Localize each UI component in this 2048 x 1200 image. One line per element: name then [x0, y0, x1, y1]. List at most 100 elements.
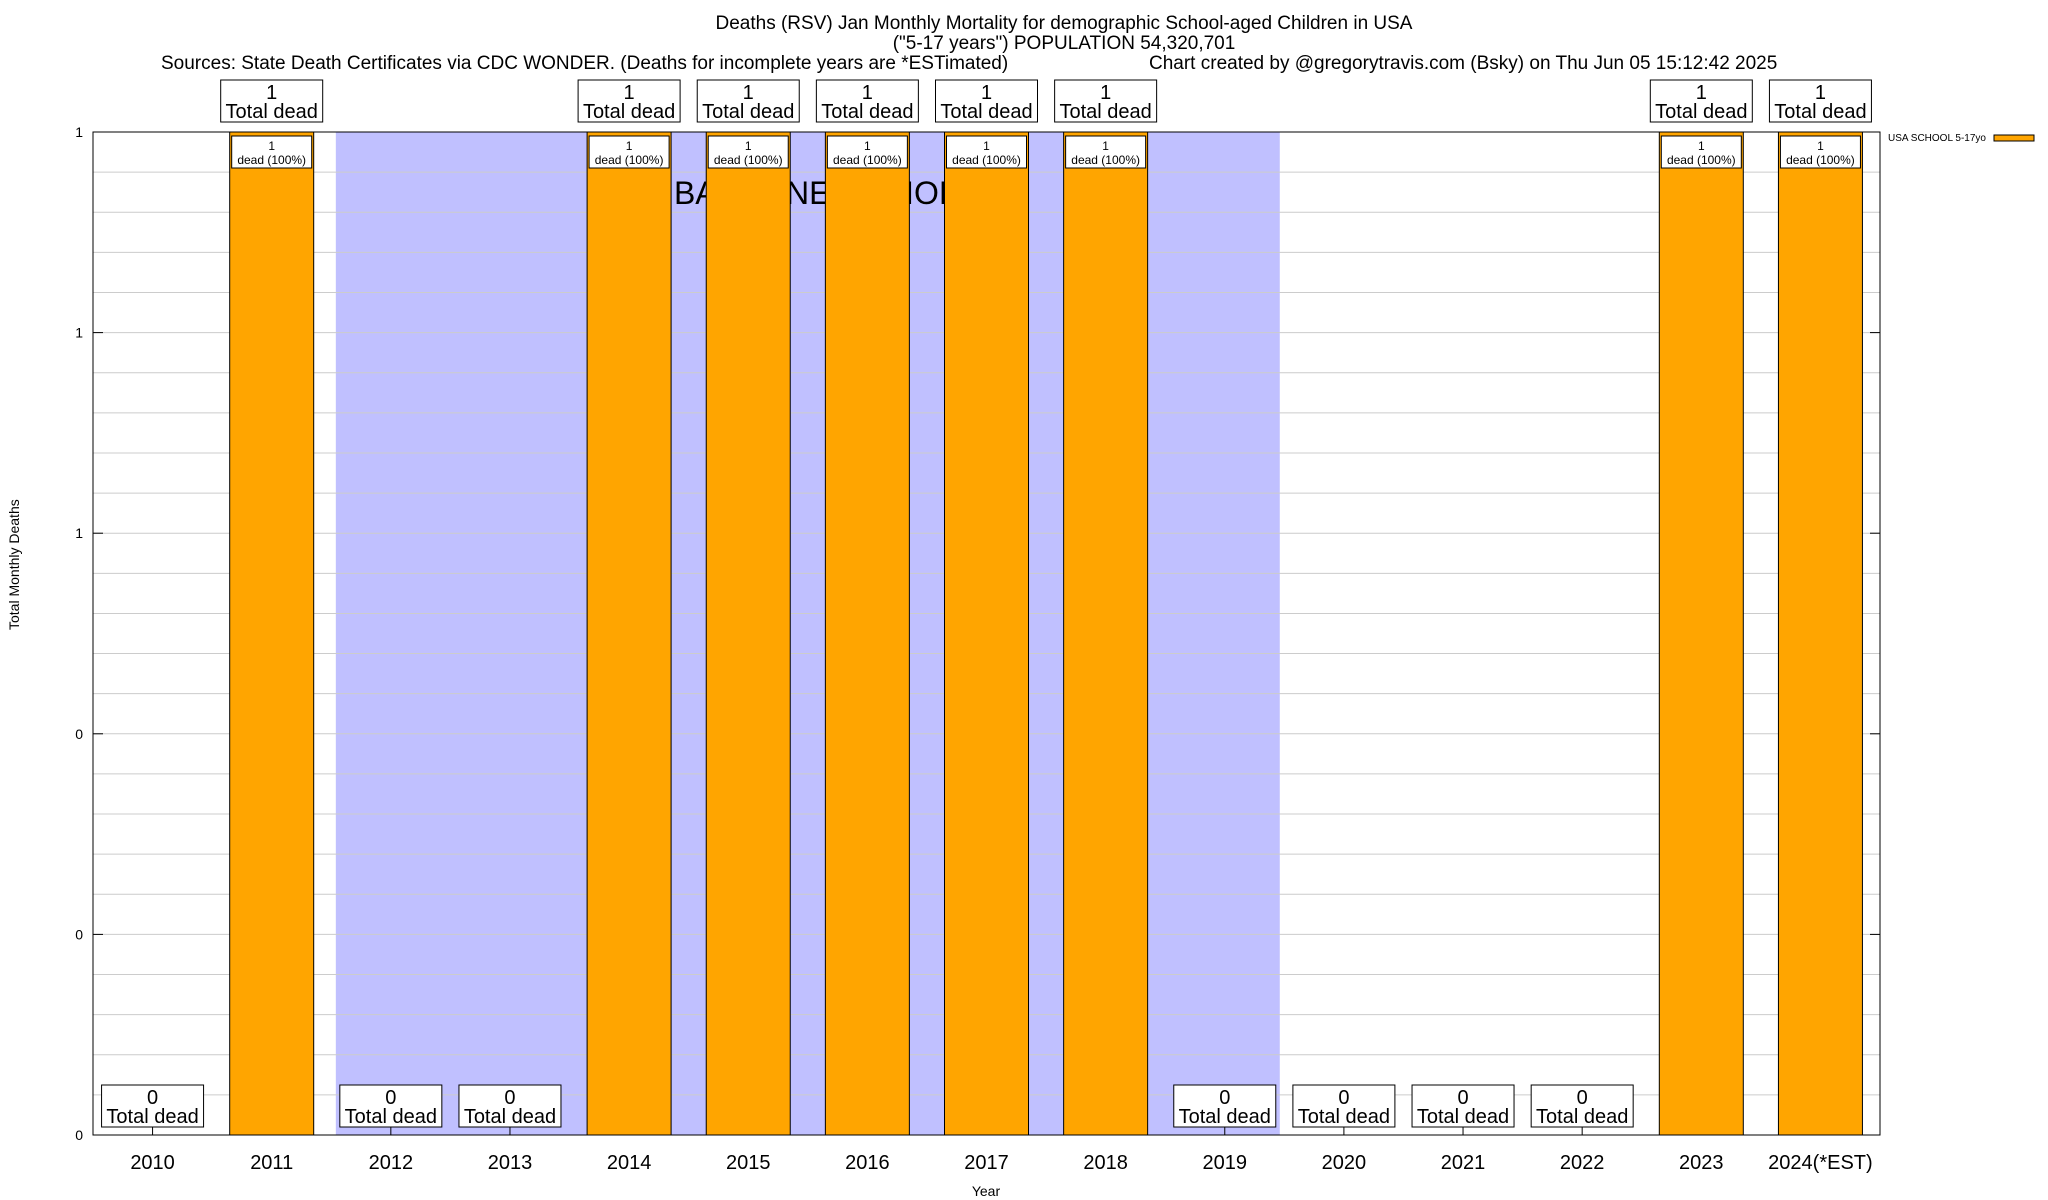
- total-label-value: 0: [1219, 1087, 1230, 1109]
- total-label-box: [696, 79, 800, 123]
- chart-credit: Chart created by @gregorytravis.com (Bsk…: [1149, 53, 1778, 74]
- share-label-count: 1: [626, 139, 633, 153]
- total-label-text: Total dead: [1179, 1106, 1271, 1128]
- x-tick-label: 2017: [964, 1152, 1009, 1174]
- x-tick-label: 2023: [1679, 1152, 1724, 1174]
- total-label-box: [1173, 1084, 1277, 1128]
- total-label-text: Total dead: [583, 101, 675, 123]
- total-label-text: Total dead: [940, 101, 1032, 123]
- total-label-value: 1: [1815, 82, 1826, 104]
- share-label-text: dead (100%): [833, 153, 902, 167]
- total-label-value: 1: [743, 82, 754, 104]
- total-label-box: [458, 1084, 562, 1128]
- x-tick-label: 2024(*EST): [1768, 1152, 1873, 1174]
- total-label-box: [1054, 79, 1158, 123]
- total-label-box: [1292, 1084, 1396, 1128]
- total-label-box: [339, 1084, 443, 1128]
- x-axis-label: Year: [972, 1183, 1001, 1199]
- y-tick-label: 1: [75, 124, 83, 140]
- bar: [586, 131, 672, 1136]
- share-label-text: dead (100%): [1667, 153, 1736, 167]
- share-label-box: [1660, 135, 1742, 169]
- x-tick-label: 2010: [130, 1152, 175, 1174]
- y-tick-label: 1: [75, 325, 83, 341]
- plot-border: [92, 131, 1881, 1136]
- share-label-text: dead (100%): [595, 153, 664, 167]
- total-label-text: Total dead: [1655, 101, 1747, 123]
- share-label-count: 1: [268, 139, 275, 153]
- share-label-box: [1065, 135, 1147, 169]
- total-label-value: 1: [624, 82, 635, 104]
- y-tick-label: 0: [75, 726, 83, 742]
- total-label-text: Total dead: [345, 1106, 437, 1128]
- share-label-count: 1: [864, 139, 871, 153]
- total-label-text: Total dead: [464, 1106, 556, 1128]
- y-tick-label: 0: [75, 926, 83, 942]
- bar: [229, 131, 315, 1136]
- share-label-count: 1: [745, 139, 752, 153]
- share-label-box: [826, 135, 908, 169]
- total-label-box: [815, 79, 919, 123]
- share-label-box: [946, 135, 1027, 169]
- total-label-box: [1530, 1084, 1634, 1128]
- total-label-box: [220, 79, 324, 123]
- share-label-box: [1779, 135, 1861, 169]
- bar: [705, 131, 791, 1136]
- bar: [824, 131, 910, 1136]
- total-label-value: 0: [504, 1087, 515, 1109]
- legend-swatch: [1993, 134, 2035, 142]
- total-label-value: 1: [981, 82, 992, 104]
- total-label-box: [1411, 1084, 1515, 1128]
- total-label-text: Total dead: [1774, 101, 1866, 123]
- total-label-box: [101, 1084, 205, 1128]
- share-label-count: 1: [1817, 139, 1824, 153]
- total-label-value: 0: [1457, 1087, 1468, 1109]
- bar: [1658, 131, 1744, 1136]
- share-label-text: dead (100%): [1786, 153, 1855, 167]
- total-label-box: [1649, 79, 1753, 123]
- total-label-text: Total dead: [821, 101, 913, 123]
- bar: [1777, 131, 1863, 1136]
- total-label-value: 0: [1577, 1087, 1588, 1109]
- bar: [1063, 131, 1149, 1136]
- total-label-box: [935, 79, 1038, 123]
- x-tick-label: 2014: [607, 1152, 652, 1174]
- x-tick-label: 2021: [1441, 1152, 1486, 1174]
- total-label-text: Total dead: [1059, 101, 1151, 123]
- share-label-box: [707, 135, 789, 169]
- total-label-value: 0: [385, 1087, 396, 1109]
- x-tick-label: 2015: [726, 1152, 771, 1174]
- x-tick-label: 2013: [488, 1152, 533, 1174]
- y-tick-label: 1: [75, 525, 83, 541]
- share-label-text: dead (100%): [714, 153, 783, 167]
- total-label-value: 1: [1100, 82, 1111, 104]
- x-tick-label: 2011: [250, 1152, 293, 1174]
- share-label-count: 1: [1102, 139, 1109, 153]
- total-label-text: Total dead: [1298, 1106, 1390, 1128]
- total-label-value: 0: [1338, 1087, 1349, 1109]
- total-label-text: Total dead: [1417, 1106, 1509, 1128]
- total-label-value: 0: [147, 1087, 158, 1109]
- share-label-text: dead (100%): [237, 153, 306, 167]
- total-label-box: [1768, 79, 1872, 123]
- total-label-text: Total dead: [1536, 1106, 1628, 1128]
- legend-label: USA SCHOOL 5-17yo: [1888, 133, 1986, 144]
- total-label-text: Total dead: [702, 101, 794, 123]
- total-label-text: Total dead: [106, 1106, 198, 1128]
- x-tick-label: 2018: [1083, 1152, 1128, 1174]
- bar: [944, 131, 1029, 1136]
- chart-title: Deaths (RSV) Jan Monthly Mortality for d…: [715, 13, 1413, 34]
- share-label-text: dead (100%): [952, 153, 1021, 167]
- x-tick-label: 2012: [369, 1152, 414, 1174]
- share-label-text: dead (100%): [1071, 153, 1140, 167]
- total-label-text: Total dead: [226, 101, 318, 123]
- x-tick-label: 2019: [1203, 1152, 1248, 1174]
- share-label-count: 1: [983, 139, 990, 153]
- share-label-count: 1: [1698, 139, 1705, 153]
- y-tick-label: 0: [75, 1127, 83, 1143]
- share-label-box: [231, 135, 313, 169]
- total-label-box: [577, 79, 681, 123]
- x-tick-label: 2016: [845, 1152, 890, 1174]
- total-label-value: 1: [862, 82, 873, 104]
